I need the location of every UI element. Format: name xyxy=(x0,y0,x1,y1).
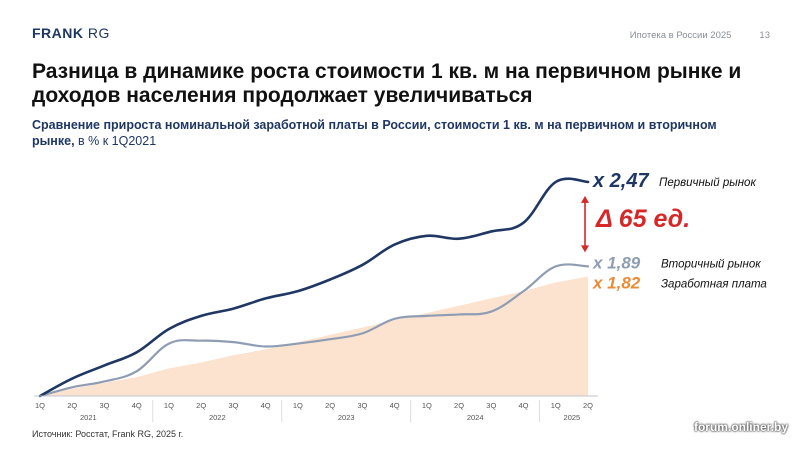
x-year-label: 2024 xyxy=(467,413,484,422)
primary-end-label: Первичный рынок xyxy=(659,177,756,189)
report-title: Ипотека в России 2025 xyxy=(629,30,732,41)
subtitle-main: Сравнение прироста номинальной заработно… xyxy=(32,118,717,148)
salary-end-label: Заработная плата xyxy=(661,279,767,291)
slide-title: Разница в динамике роста стоимости 1 кв.… xyxy=(32,60,742,107)
x-tick-label: 3Q xyxy=(357,401,367,410)
x-tick-label: 1Q xyxy=(35,401,45,410)
salary-multiplier: x 1,82 xyxy=(592,274,641,293)
x-year-label: 2025 xyxy=(564,413,581,422)
secondary-multiplier: x 1,89 xyxy=(592,253,641,272)
x-tick-label: 4Q xyxy=(519,401,529,410)
primary-line xyxy=(38,177,590,398)
logo-rg: RG xyxy=(87,25,110,41)
watermark: forum.onliner.by xyxy=(693,420,788,434)
x-year-label: 2023 xyxy=(338,413,355,422)
x-tick-label: 2Q xyxy=(67,401,77,410)
page-number: 13 xyxy=(759,30,770,41)
x-tick-label: 2Q xyxy=(454,401,464,410)
x-tick-label: 2Q xyxy=(325,401,335,410)
chart-subtitle: Сравнение прироста номинальной заработно… xyxy=(32,117,752,149)
x-year-label: 2022 xyxy=(209,413,226,422)
delta-arrow-head-up xyxy=(581,195,589,203)
x-tick-label: 3Q xyxy=(486,401,496,410)
secondary-line xyxy=(38,263,590,398)
x-tick-label: 4Q xyxy=(132,401,142,410)
x-tick-label: 1Q xyxy=(293,401,303,410)
brand-logo: FRANK RG xyxy=(32,25,110,41)
delta-annotation: Δ 65 ед. xyxy=(595,205,690,233)
secondary-end-label: Вторичный рынок xyxy=(661,258,761,270)
logo-frank: FRANK xyxy=(32,25,84,41)
subtitle-unit: в % к 1Q2021 xyxy=(74,134,157,148)
x-tick-label: 1Q xyxy=(164,401,174,410)
x-tick-label: 4Q xyxy=(261,401,271,410)
source-note: Источник: Росстат, Frank RG, 2025 г. xyxy=(32,429,184,439)
primary-multiplier: x 2,47 xyxy=(592,170,649,192)
x-year-label: 2021 xyxy=(80,413,97,422)
delta-arrow-head-down xyxy=(581,245,589,253)
x-tick-label: 3Q xyxy=(228,401,238,410)
salary-area xyxy=(40,276,588,396)
x-tick-label: 2Q xyxy=(583,401,593,410)
x-tick-label: 3Q xyxy=(99,401,109,410)
page-header-info: Ипотека в России 2025 13 xyxy=(630,30,770,41)
x-tick-label: 1Q xyxy=(422,401,432,410)
x-tick-label: 4Q xyxy=(390,401,400,410)
x-tick-label: 1Q xyxy=(551,401,561,410)
x-tick-label: 2Q xyxy=(196,401,206,410)
